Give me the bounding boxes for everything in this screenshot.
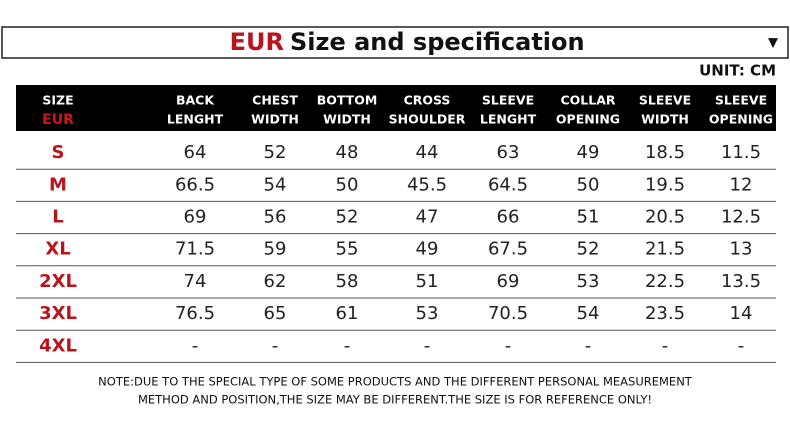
column-header: WIDTH <box>251 112 299 127</box>
cell: 74 <box>184 271 207 292</box>
cell: 13 <box>730 239 753 260</box>
cell: - <box>585 335 592 356</box>
cell: 76.5 <box>175 303 215 324</box>
cell: 49 <box>416 239 439 260</box>
size-label: 4XL <box>39 335 77 356</box>
cell: 64 <box>184 142 207 163</box>
cell: 64.5 <box>488 174 528 195</box>
cell: 51 <box>416 271 439 292</box>
cell: - <box>738 335 745 356</box>
column-header: SHOULDER <box>389 112 466 127</box>
cell: 62 <box>264 271 287 292</box>
cell: 21.5 <box>645 239 685 260</box>
size-label: 3XL <box>39 303 77 324</box>
cell: - <box>272 335 279 356</box>
dropdown-arrow[interactable]: ▼ <box>768 36 778 51</box>
cell: 71.5 <box>175 239 215 260</box>
cell: 52 <box>577 239 600 260</box>
size-header: SIZE <box>42 93 73 108</box>
column-header: CHEST <box>252 93 298 108</box>
cell: 67.5 <box>488 239 528 260</box>
column-header: LENGHT <box>167 112 224 127</box>
cell: - <box>192 335 199 356</box>
title: Size and specification <box>290 28 585 56</box>
brand: EUR <box>230 28 284 56</box>
cell: 66.5 <box>175 174 215 195</box>
cell: 56 <box>264 207 287 228</box>
cell: - <box>344 335 351 356</box>
column-header: SLEEVE <box>715 93 767 108</box>
column-header: WIDTH <box>641 112 689 127</box>
size-label: S <box>52 142 65 163</box>
size-label: L <box>52 207 63 228</box>
cell: 52 <box>336 207 359 228</box>
column-header: LENGHT <box>480 112 537 127</box>
cell: 12 <box>730 174 753 195</box>
cell: 66 <box>497 207 520 228</box>
cell: - <box>662 335 669 356</box>
cell: 54 <box>264 174 287 195</box>
size-label: 2XL <box>39 271 77 292</box>
cell: 51 <box>577 207 600 228</box>
column-header: OPENING <box>709 112 773 127</box>
cell: 53 <box>577 271 600 292</box>
cell: 54 <box>577 303 600 324</box>
cell: 20.5 <box>645 207 685 228</box>
cell: 53 <box>416 303 439 324</box>
column-header: BOTTOM <box>317 93 378 108</box>
cell: 48 <box>336 142 359 163</box>
column-header: OPENING <box>556 112 620 127</box>
cell: - <box>424 335 431 356</box>
cell: - <box>505 335 512 356</box>
cell: 12.5 <box>721 207 761 228</box>
title-bar <box>1 26 789 59</box>
column-header: WIDTH <box>323 112 371 127</box>
cell: 13.5 <box>721 271 761 292</box>
size-label: M <box>49 174 67 195</box>
note: METHOD AND POSITION,THE SIZE MAY BE DIFF… <box>138 393 652 407</box>
size-header-eur: EUR <box>42 112 74 128</box>
column-header: CROSS <box>404 93 451 108</box>
cell: 70.5 <box>488 303 528 324</box>
table-header <box>16 85 776 131</box>
size-label: XL <box>45 239 70 260</box>
cell: 49 <box>577 142 600 163</box>
cell: 58 <box>336 271 359 292</box>
cell: 50 <box>577 174 600 195</box>
cell: 47 <box>416 207 439 228</box>
unit: UNIT: CM <box>699 62 776 80</box>
cell: 19.5 <box>645 174 685 195</box>
cell: 45.5 <box>407 174 447 195</box>
cell: 63 <box>497 142 520 163</box>
cell: 69 <box>497 271 520 292</box>
cell: 23.5 <box>645 303 685 324</box>
cell: 11.5 <box>721 142 761 163</box>
cell: 69 <box>184 207 207 228</box>
column-header: BACK <box>176 93 215 108</box>
column-header: COLLAR <box>560 93 615 108</box>
cell: 22.5 <box>645 271 685 292</box>
cell: 61 <box>336 303 359 324</box>
cell: 14 <box>730 303 753 324</box>
cell: 44 <box>416 142 439 163</box>
cell: 18.5 <box>645 142 685 163</box>
cell: 65 <box>264 303 287 324</box>
column-header: SLEEVE <box>482 93 534 108</box>
cell: 50 <box>336 174 359 195</box>
cell: 59 <box>264 239 287 260</box>
note: NOTE:DUE TO THE SPECIAL TYPE OF SOME PRO… <box>98 375 693 389</box>
cell: 52 <box>264 142 287 163</box>
cell: 55 <box>336 239 359 260</box>
column-header: SLEEVE <box>639 93 691 108</box>
